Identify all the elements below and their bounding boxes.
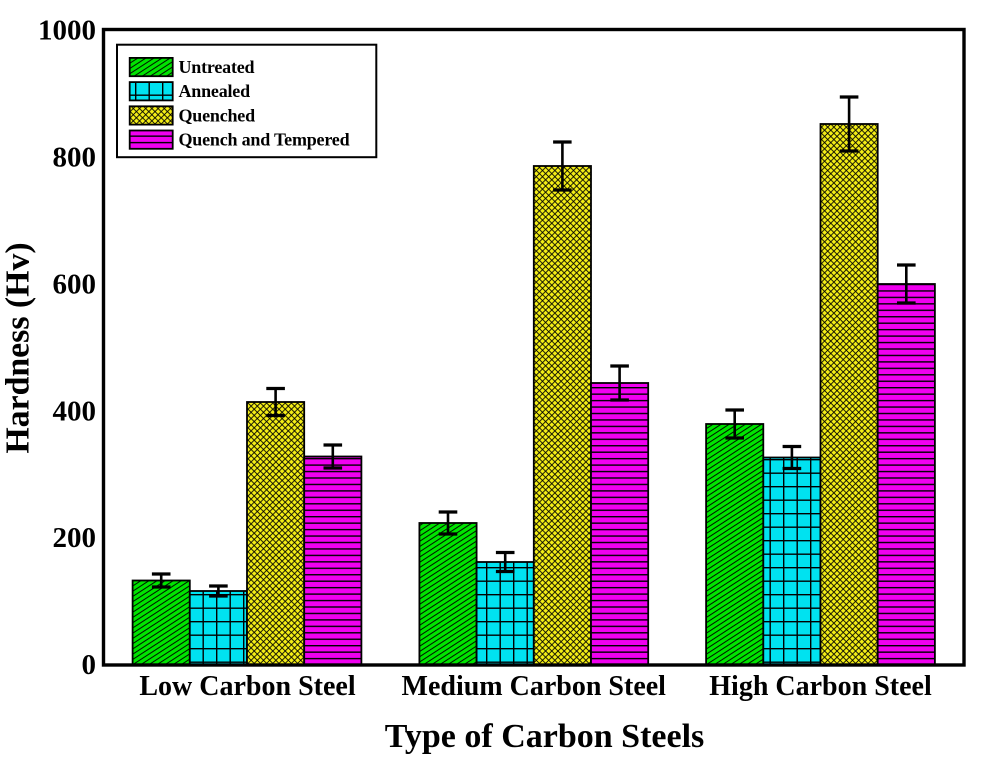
svg-text:Quench and Tempered: Quench and Tempered <box>179 130 350 150</box>
svg-text:Annealed: Annealed <box>179 81 251 101</box>
svg-text:Hardness (Hv): Hardness (Hv) <box>0 242 37 453</box>
svg-text:Quenched: Quenched <box>179 105 256 125</box>
svg-text:0: 0 <box>82 649 97 681</box>
svg-text:800: 800 <box>53 142 97 174</box>
svg-text:400: 400 <box>53 395 97 427</box>
svg-text:Low Carbon Steel: Low Carbon Steel <box>139 671 355 702</box>
svg-text:Medium Carbon Steel: Medium Carbon Steel <box>402 671 667 702</box>
svg-text:Type of Carbon Steels: Type of Carbon Steels <box>385 718 705 755</box>
svg-text:200: 200 <box>53 522 97 554</box>
svg-text:High Carbon Steel: High Carbon Steel <box>709 671 932 702</box>
svg-text:1000: 1000 <box>38 15 96 47</box>
svg-text:600: 600 <box>53 269 97 301</box>
svg-text:Untreated: Untreated <box>179 57 255 77</box>
